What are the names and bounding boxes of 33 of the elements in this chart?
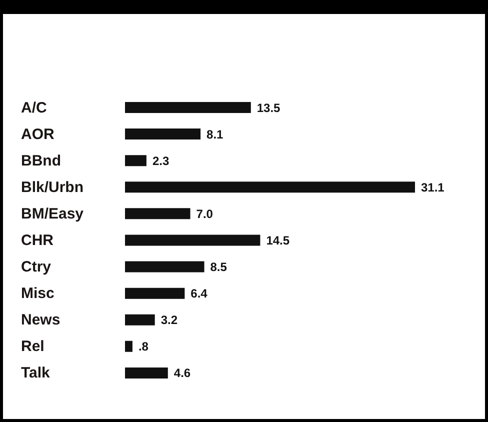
bar	[125, 155, 146, 166]
bar	[125, 314, 155, 326]
y-tick-label: BBnd	[21, 152, 61, 170]
data-label: 8.5	[210, 260, 228, 274]
bar	[125, 128, 201, 140]
y-tick-label: Misc	[21, 285, 54, 302]
y-tick-label: A/C	[21, 99, 47, 116]
y-tick-label: Talk	[21, 364, 51, 382]
bar	[125, 208, 190, 220]
data-label: 7.0	[196, 206, 214, 221]
data-label: 13.5	[256, 100, 281, 115]
data-label: 31.1	[421, 180, 445, 194]
data-label: .8	[138, 340, 149, 354]
data-label: 3.2	[160, 313, 178, 328]
y-tick-label: Rel	[21, 338, 44, 356]
bar	[125, 234, 260, 246]
data-label: 14.5	[266, 233, 290, 248]
bar	[125, 340, 132, 352]
bar	[125, 261, 204, 272]
bar	[125, 288, 185, 299]
y-tick-label: CHR	[21, 232, 54, 249]
data-label: 2.3	[152, 154, 170, 168]
data-label: 6.4	[190, 286, 208, 301]
bar	[125, 182, 415, 193]
bar	[125, 102, 251, 113]
data-label: 8.1	[206, 127, 224, 142]
bar	[125, 367, 168, 378]
y-tick-label: BM/Easy	[21, 205, 84, 222]
y-tick-label: Ctry	[21, 258, 52, 276]
data-label: 4.6	[174, 366, 191, 380]
y-tick-label: AOR	[21, 126, 54, 143]
y-tick-label: Blk/Urbn	[21, 178, 84, 196]
y-tick-label: News	[21, 312, 60, 329]
